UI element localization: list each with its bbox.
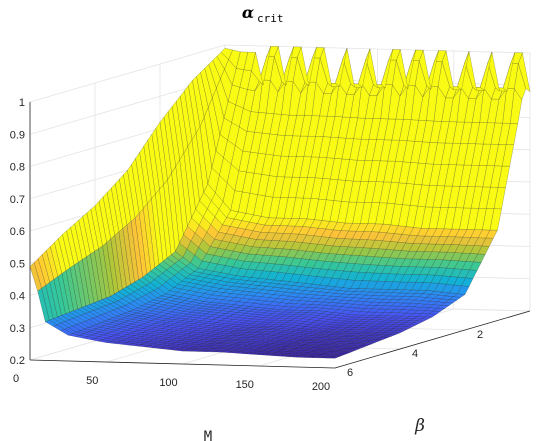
y-tick-label: 6 (347, 367, 353, 379)
grid-line-z-left (29, 44, 226, 103)
surface-plot (29, 45, 531, 359)
y-tick-label: 4 (412, 348, 418, 360)
x-tick-label: 50 (86, 375, 98, 387)
z-tick-label: 0.5 (10, 258, 25, 270)
z-tick-label: 1 (19, 97, 25, 109)
x-axis-line (29, 359, 336, 369)
x-tick-label: 150 (236, 379, 254, 391)
y-axis-line (334, 310, 531, 369)
surface-patch (220, 48, 233, 60)
x-axis-label: M (204, 429, 212, 441)
chart-title-subscript: crit (257, 12, 284, 25)
x-tick-label: 100 (159, 377, 177, 389)
z-tick-label: 0.2 (10, 355, 25, 367)
z-tick-label: 0.6 (10, 226, 25, 238)
x-tick-label: 200 (312, 381, 330, 393)
y-tick-label: 2 (477, 329, 483, 341)
z-tick-label: 0.9 (10, 129, 25, 141)
z-tick-label: 0.7 (10, 194, 25, 206)
tick-labels: 0.20.30.40.50.60.70.80.91050100150200024… (10, 97, 483, 393)
y-axis-label: β (414, 416, 425, 436)
z-tick-label: 0.3 (10, 323, 25, 335)
chart-title: α (242, 3, 254, 22)
z-tick-label: 0.4 (10, 291, 25, 303)
z-tick-label: 0.8 (10, 162, 25, 174)
x-tick-label: 0 (13, 373, 19, 385)
